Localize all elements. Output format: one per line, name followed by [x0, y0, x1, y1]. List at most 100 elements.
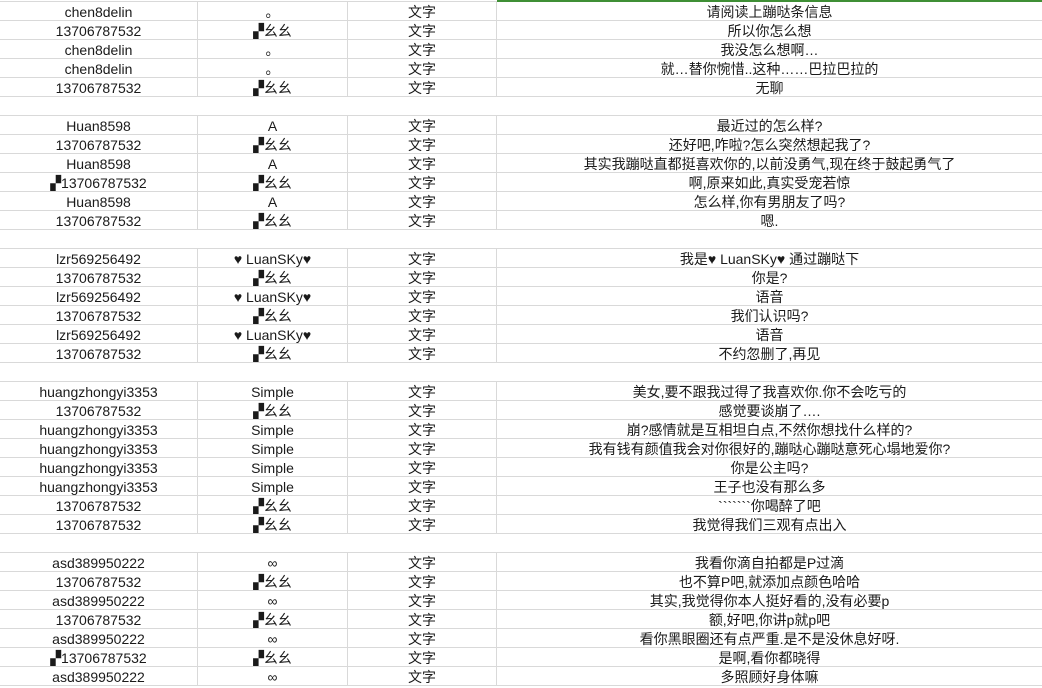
- message-content-cell[interactable]: 我是♥ LuanSKy♥ 通过蹦哒下: [679, 251, 860, 267]
- nickname-cell[interactable]: ▞幺幺: [198, 344, 348, 362]
- message-content-cell[interactable]: [497, 534, 1042, 552]
- sender-id-cell[interactable]: 13706787532: [0, 78, 198, 96]
- nickname-cell[interactable]: ▞幺幺: [198, 648, 348, 666]
- nickname-cell[interactable]: Simple: [198, 477, 348, 495]
- message-content-cell[interactable]: 看你黑眼圈还有点严重.是不是没休息好呀.: [639, 631, 900, 647]
- message-type-cell[interactable]: [348, 230, 497, 248]
- message-type-cell[interactable]: [348, 363, 497, 381]
- sender-id-cell[interactable]: chen8delin: [0, 2, 198, 20]
- message-type-cell[interactable]: 文字: [348, 154, 497, 172]
- nickname-cell[interactable]: A: [198, 192, 348, 210]
- message-content-cell[interactable]: 语音: [755, 327, 784, 343]
- message-content-cell[interactable]: 最近过的怎么样?: [716, 118, 823, 134]
- message-type-cell[interactable]: 文字: [348, 192, 497, 210]
- message-content-cell[interactable]: 多照顾好身体嘛: [720, 669, 819, 685]
- nickname-cell[interactable]: ∞: [198, 591, 348, 609]
- message-content-cell[interactable]: [497, 97, 1042, 115]
- message-type-cell[interactable]: 文字: [348, 40, 497, 58]
- nickname-cell[interactable]: [198, 534, 348, 552]
- sender-id-cell[interactable]: 13706787532: [0, 211, 198, 229]
- message-type-cell[interactable]: [348, 534, 497, 552]
- message-type-cell[interactable]: 文字: [348, 553, 497, 571]
- nickname-cell[interactable]: ♥ LuanSKy♥: [198, 287, 348, 305]
- sender-id-cell[interactable]: 13706787532: [0, 572, 198, 590]
- nickname-cell[interactable]: ▞幺幺: [198, 21, 348, 39]
- message-type-cell[interactable]: 文字: [348, 401, 497, 419]
- message-content-cell[interactable]: 是啊,看你都晓得: [718, 650, 821, 666]
- message-content-cell[interactable]: 你是?: [751, 270, 788, 286]
- nickname-cell[interactable]: ▞幺幺: [198, 496, 348, 514]
- message-content-cell[interactable]: 所以你怎么想: [727, 23, 812, 39]
- nickname-cell[interactable]: ▞幺幺: [198, 401, 348, 419]
- sender-id-cell[interactable]: 13706787532: [0, 496, 198, 514]
- message-type-cell[interactable]: 文字: [348, 268, 497, 286]
- message-type-cell[interactable]: 文字: [348, 344, 497, 362]
- message-type-cell[interactable]: 文字: [348, 458, 497, 476]
- message-content-cell[interactable]: 怎么样,你有男朋友了吗?: [693, 194, 846, 210]
- sender-id-cell[interactable]: huangzhongyi3353: [0, 477, 198, 495]
- message-content-cell[interactable]: 额,好吧,你讲p就p吧: [708, 612, 831, 628]
- sender-id-cell[interactable]: huangzhongyi3353: [0, 458, 198, 476]
- message-content-cell[interactable]: 嗯.: [760, 213, 779, 229]
- nickname-cell[interactable]: A: [198, 116, 348, 134]
- message-content-cell[interactable]: 请阅读上蹦哒条信息: [706, 4, 833, 20]
- message-content-cell[interactable]: 其实我蹦哒直都挺喜欢你的,以前没勇气,现在终于鼓起勇气了: [583, 156, 956, 172]
- message-type-cell[interactable]: 文字: [348, 135, 497, 153]
- message-content-cell[interactable]: 无聊: [755, 80, 784, 96]
- sender-id-cell[interactable]: 13706787532: [0, 268, 198, 286]
- nickname-cell[interactable]: ▞幺幺: [198, 306, 348, 324]
- sender-id-cell[interactable]: huangzhongyi3353: [0, 439, 198, 457]
- message-type-cell[interactable]: 文字: [348, 249, 497, 267]
- nickname-cell[interactable]: ♥ LuanSKy♥: [198, 249, 348, 267]
- message-type-cell[interactable]: 文字: [348, 496, 497, 514]
- nickname-cell[interactable]: Simple: [198, 420, 348, 438]
- sender-id-cell[interactable]: 13706787532: [0, 401, 198, 419]
- message-type-cell[interactable]: 文字: [348, 382, 497, 400]
- message-content-cell[interactable]: 崩?感情就是互相坦白点,不然你想找什么样的?: [626, 422, 913, 438]
- message-content-cell[interactable]: [497, 230, 1042, 248]
- message-content-cell[interactable]: 美女,要不跟我过得了我喜欢你.你不会吃亏的: [632, 384, 907, 400]
- nickname-cell[interactable]: ∞: [198, 553, 348, 571]
- message-type-cell[interactable]: 文字: [348, 78, 497, 96]
- sender-id-cell[interactable]: asd389950222: [0, 629, 198, 647]
- message-type-cell[interactable]: 文字: [348, 2, 497, 20]
- message-type-cell[interactable]: 文字: [348, 648, 497, 666]
- nickname-cell[interactable]: ▞幺幺: [198, 211, 348, 229]
- message-type-cell[interactable]: 文字: [348, 21, 497, 39]
- sender-id-cell[interactable]: Huan8598: [0, 116, 198, 134]
- message-content-cell[interactable]: [497, 363, 1042, 381]
- nickname-cell[interactable]: ▞幺幺: [198, 268, 348, 286]
- sender-id-cell[interactable]: [0, 363, 198, 381]
- message-content-cell[interactable]: 也不算P吧,就添加点颜色哈哈: [678, 574, 861, 590]
- nickname-cell[interactable]: 。: [198, 40, 348, 58]
- sender-id-cell[interactable]: asd389950222: [0, 591, 198, 609]
- nickname-cell[interactable]: ♥ LuanSKy♥: [198, 325, 348, 343]
- nickname-cell[interactable]: [198, 97, 348, 115]
- message-type-cell[interactable]: 文字: [348, 610, 497, 628]
- message-content-cell[interactable]: 你是公主吗?: [730, 460, 809, 476]
- nickname-cell[interactable]: ∞: [198, 667, 348, 685]
- message-content-cell[interactable]: 王子也没有那么多: [713, 479, 826, 495]
- message-type-cell[interactable]: 文字: [348, 306, 497, 324]
- sender-id-cell[interactable]: chen8delin: [0, 40, 198, 58]
- message-type-cell[interactable]: 文字: [348, 629, 497, 647]
- message-type-cell[interactable]: 文字: [348, 287, 497, 305]
- sender-id-cell[interactable]: 13706787532: [0, 610, 198, 628]
- message-type-cell[interactable]: 文字: [348, 477, 497, 495]
- nickname-cell[interactable]: ▞幺幺: [198, 610, 348, 628]
- nickname-cell[interactable]: 。: [198, 59, 348, 77]
- sender-id-cell[interactable]: [0, 230, 198, 248]
- message-content-cell[interactable]: 我没怎么想啊…: [720, 42, 819, 58]
- message-content-cell[interactable]: 我觉得我们三观有点出入: [692, 517, 847, 533]
- sender-id-cell[interactable]: [0, 97, 198, 115]
- sender-id-cell[interactable]: ▞13706787532: [0, 648, 198, 666]
- message-content-cell[interactable]: 还好吧,咋啦?怎么突然想起我了?: [668, 137, 871, 153]
- message-type-cell[interactable]: 文字: [348, 116, 497, 134]
- message-type-cell[interactable]: 文字: [348, 667, 497, 685]
- sender-id-cell[interactable]: [0, 534, 198, 552]
- nickname-cell[interactable]: ▞幺幺: [198, 78, 348, 96]
- nickname-cell[interactable]: Simple: [198, 458, 348, 476]
- nickname-cell[interactable]: ▞幺幺: [198, 572, 348, 590]
- message-type-cell[interactable]: 文字: [348, 325, 497, 343]
- message-content-cell[interactable]: 感觉要谈崩了….: [718, 403, 821, 419]
